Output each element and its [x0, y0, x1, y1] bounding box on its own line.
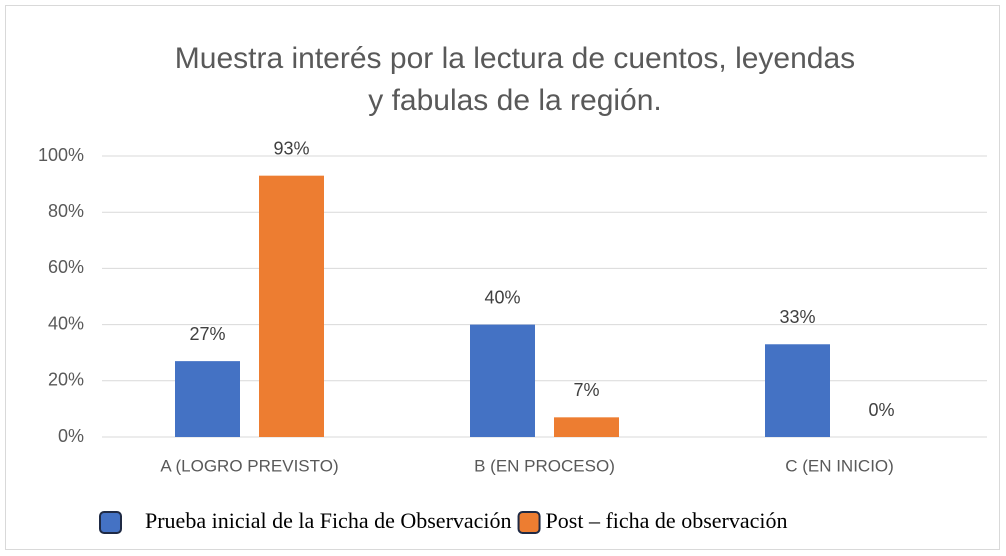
y-tick-label: 20%	[48, 370, 84, 390]
y-tick-label: 0%	[58, 426, 84, 446]
x-tick-label: A (LOGRO PREVISTO)	[160, 456, 338, 475]
bar	[175, 361, 240, 437]
bar	[554, 417, 619, 437]
legend-label: Prueba inicial de la Ficha de Observació…	[145, 508, 512, 533]
x-tick-label: C (EN INICIO)	[785, 456, 894, 475]
legend-label: Post – ficha de observación	[546, 508, 788, 533]
y-tick-label: 60%	[48, 257, 84, 277]
value-label: 7%	[573, 380, 599, 400]
bar	[765, 344, 830, 437]
value-label: 33%	[779, 307, 815, 327]
bar	[259, 175, 324, 438]
value-label: 93%	[273, 138, 309, 158]
x-tick-label: B (EN PROCESO)	[474, 456, 615, 475]
bar	[470, 324, 535, 437]
legend-swatch	[99, 511, 122, 534]
value-label: 40%	[484, 287, 520, 307]
value-label: 0%	[868, 400, 894, 420]
chart-border	[5, 5, 1000, 550]
chart-title: Muestra interés por la lectura de cuento…	[175, 42, 855, 75]
value-label: 27%	[189, 324, 225, 344]
legend-swatch	[517, 511, 541, 534]
y-tick-label: 80%	[48, 201, 84, 221]
chart-title: y fabulas de la región.	[368, 84, 662, 117]
y-tick-label: 40%	[48, 313, 84, 333]
y-tick-label: 100%	[38, 145, 84, 165]
